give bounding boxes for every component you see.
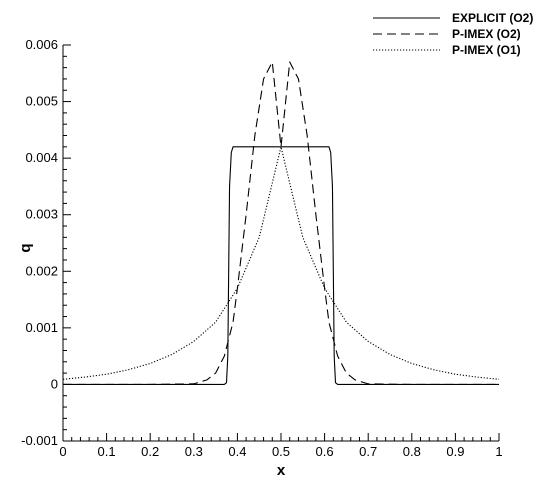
legend: EXPLICIT (O2) P-IMEX (O2) P-IMEX (O1) xyxy=(373,11,533,57)
y-tick-label: 0.005 xyxy=(25,94,58,109)
x-tick-label: 0.6 xyxy=(316,444,334,459)
y-tick-label: -0.001 xyxy=(21,433,58,448)
y-tick-label: 0.001 xyxy=(25,320,58,335)
x-tick-label: 0.2 xyxy=(141,444,159,459)
series-line-3 xyxy=(62,146,500,380)
legend-label-3: P-IMEX (O1) xyxy=(452,43,521,57)
series-line-2 xyxy=(63,61,499,385)
x-tick-label: 0.1 xyxy=(98,444,116,459)
plot-frame xyxy=(62,45,499,442)
tick-labels: 0 0.1 0.2 0.3 0.4 0.5 0.6 0.7 0.8 0.9 1-0.00100.00… xyxy=(21,37,502,459)
x-tick-label: 0.4 xyxy=(228,444,246,459)
y-tick-label: 0.006 xyxy=(25,37,58,52)
y-tick-label: 0.002 xyxy=(25,263,58,278)
x-tick-label: 0.3 xyxy=(185,444,203,459)
series-line-1 xyxy=(63,146,499,385)
axis-ticks xyxy=(62,44,500,442)
y-tick-label: 0.003 xyxy=(25,207,58,222)
x-tick-label: 0.5 xyxy=(272,444,290,459)
x-tick-label: 0.9 xyxy=(446,444,464,459)
y-tick-label: 0 xyxy=(51,376,58,391)
y-axis-title: q xyxy=(17,243,34,252)
x-tick-label: 1 xyxy=(495,444,502,459)
legend-label-1: EXPLICIT (O2) xyxy=(452,11,533,25)
y-tick-label: 0.004 xyxy=(25,150,58,165)
x-tick-label: 0.8 xyxy=(403,444,421,459)
series-lines xyxy=(62,61,500,385)
legend-label-2: P-IMEX (O2) xyxy=(452,27,521,41)
x-axis-title: x xyxy=(277,462,286,479)
x-tick-label: 0 xyxy=(59,444,66,459)
x-tick-label: 0.7 xyxy=(359,444,377,459)
